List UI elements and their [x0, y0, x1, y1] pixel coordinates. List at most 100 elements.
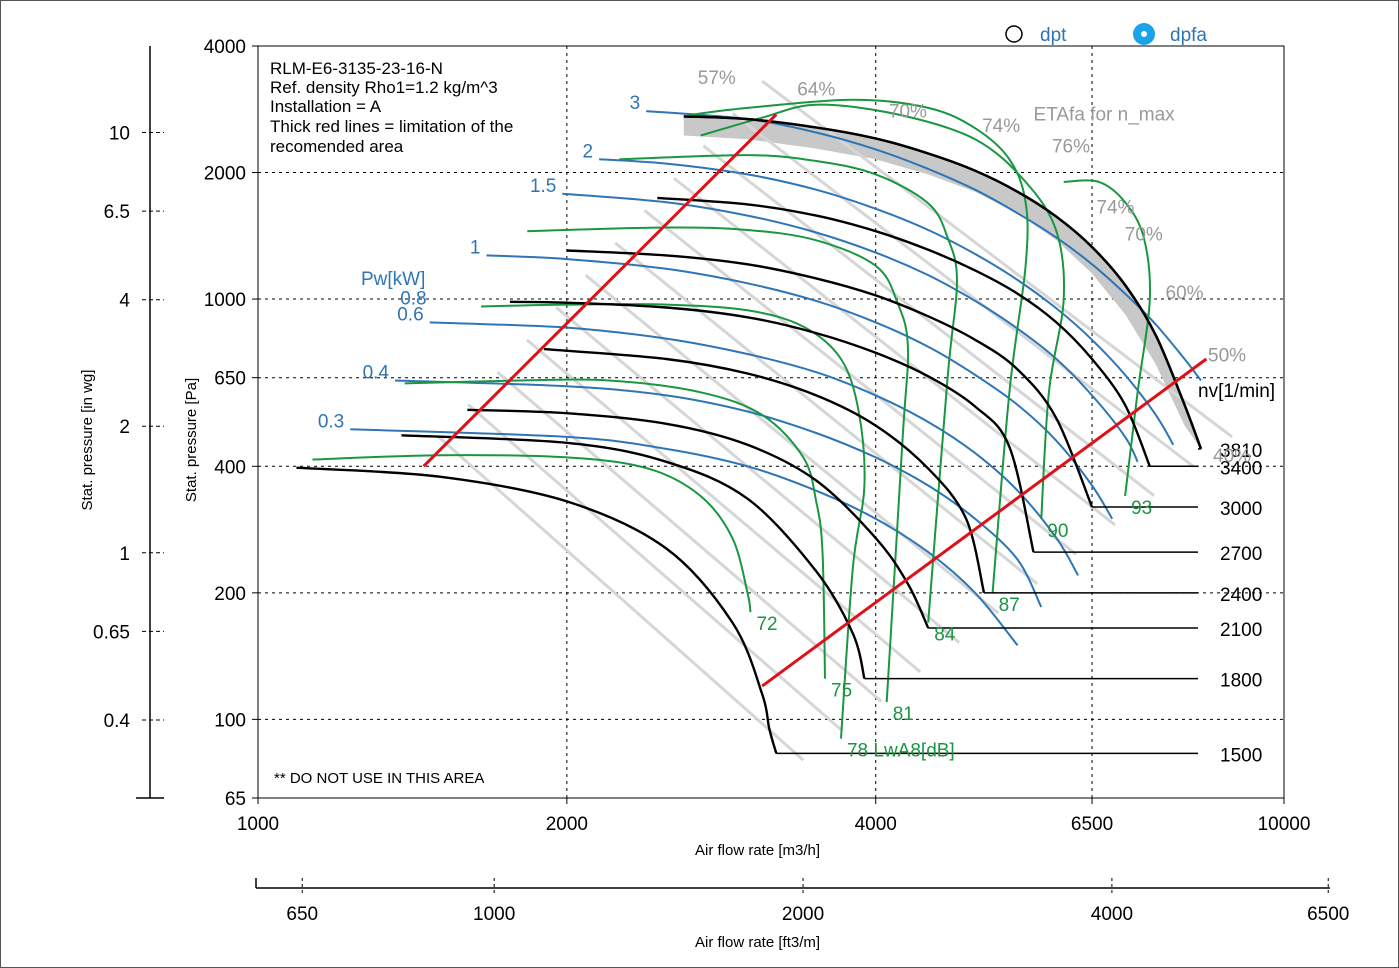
efficiency-label: 74% [1096, 197, 1134, 218]
power-line-label: 0.6 [397, 304, 423, 325]
efficiency-label: 76% [1052, 137, 1090, 158]
axes: 1000 2000 4000 6500 10000 65 100 200 400 650 1000 2… [93, 37, 1349, 925]
speed-curve [296, 466, 778, 754]
speed-curves [296, 115, 1203, 755]
legend-dpfa-label: dpfa [1170, 25, 1207, 46]
legend-dpt-label: dpt [1040, 25, 1067, 46]
speed-curve-label: 3000 [1220, 499, 1262, 520]
x-tick-label: 6500 [1071, 814, 1113, 835]
speed-curve-label: 1800 [1220, 671, 1262, 692]
speed-curve-label: 3810 [1220, 441, 1262, 462]
max-speed-envelope [683, 115, 1203, 450]
y-tick-label: 2000 [204, 164, 246, 185]
speed-curve-label: 3400 [1220, 458, 1262, 479]
sound-curve [700, 103, 1066, 519]
x-axis-label: Air flow rate [m3/h] [695, 842, 820, 859]
sound-curve-label: 90 [1047, 521, 1068, 542]
y2-tick-label: 10 [109, 123, 130, 144]
y-tick-label: 100 [214, 710, 246, 731]
efficiency-label: 70% [889, 102, 927, 123]
note-recommended: recomended area [270, 137, 404, 156]
speed-curve-label: 2100 [1220, 620, 1262, 641]
efficiency-label: 60% [1166, 283, 1204, 304]
system-line [467, 403, 844, 732]
y-axis-label: Stat. pressure [Pa] [183, 378, 200, 502]
system-line [643, 209, 1078, 556]
sound-curve-label: 72 [756, 614, 777, 635]
warning-text: ** DO NOT USE IN THIS AREA [274, 770, 484, 787]
note-model: RLM-E6-3135-23-16-N [270, 59, 443, 78]
power-line-label: 3 [630, 93, 641, 114]
power-line [486, 254, 1114, 520]
power-line-label: 1.5 [530, 176, 556, 197]
sound-curve [527, 226, 910, 703]
speed-curve [509, 300, 1035, 553]
power-line [562, 192, 1139, 463]
y2-tick-label: 4 [119, 291, 130, 312]
sound-curve [688, 98, 1029, 593]
speed-curve [657, 196, 1151, 467]
x2-tick-label: 650 [286, 904, 318, 925]
speed-curve-label: 2400 [1220, 585, 1262, 606]
power-lines [350, 110, 1202, 647]
y-tick-label: 400 [214, 457, 246, 478]
note-installation: Installation = A [270, 97, 382, 116]
legend-dpt-marker [1005, 25, 1023, 43]
efficiency-label: 50% [1208, 346, 1246, 367]
power-line-label: 0.4 [363, 363, 390, 384]
system-line [555, 306, 961, 644]
note-limits: Thick red lines = limitation of the [270, 117, 513, 136]
limit-line [422, 113, 778, 468]
power-line [350, 428, 1019, 647]
y2-tick-label: 6.5 [104, 202, 130, 223]
power-line [646, 110, 1202, 382]
power-axis-label: Pw[kW] [361, 269, 425, 290]
legend: dpt dpfa [1005, 23, 1207, 46]
speed-curve [543, 347, 986, 594]
x2-tick-label: 1000 [473, 904, 515, 925]
speed-unit-label: nv[1/min] [1198, 381, 1275, 402]
limit-line [761, 357, 1208, 688]
x-tick-label: 1000 [237, 814, 279, 835]
y-tick-label: 4000 [204, 37, 246, 58]
efficiency-label: 74% [982, 116, 1020, 137]
speed-curve [566, 249, 1094, 508]
speed-curve-label: 2700 [1220, 544, 1262, 565]
x2-tick-label: 2000 [782, 904, 824, 925]
power-line-label: 0.3 [318, 411, 344, 432]
power-line [394, 379, 1043, 608]
system-line [437, 435, 805, 762]
system-line [761, 79, 1233, 439]
efficiency-label: 40% [1213, 446, 1251, 467]
x2-axis-label: Air flow rate [ft3/m] [695, 934, 820, 951]
sound-curve-label: 75 [831, 681, 852, 702]
sound-curve [404, 378, 826, 679]
sound-curve [619, 154, 959, 623]
y2-tick-label: 2 [119, 417, 130, 438]
speed-curve [467, 408, 930, 629]
power-line [599, 158, 1175, 446]
x-tick-label: 2000 [546, 814, 588, 835]
y2-tick-label: 0.65 [93, 622, 130, 643]
power-line-label: 0.8 [400, 289, 426, 310]
power-line-label: 2 [583, 141, 594, 162]
x2-tick-label: 4000 [1091, 904, 1133, 925]
sound-curve [312, 454, 752, 613]
limit-lines [422, 113, 1208, 688]
note-density: Ref. density Rho1=1.2 kg/m^3 [270, 78, 498, 97]
sound-curve-label: 84 [934, 625, 956, 646]
y-tick-label: 650 [214, 369, 246, 390]
efficiency-label: 57% [698, 68, 736, 89]
x2-tick-label: 6500 [1307, 904, 1349, 925]
y-tick-label: 65 [225, 789, 246, 810]
efficiency-title: ETAfa for n_max [1034, 104, 1176, 125]
power-line-label: 1 [470, 237, 481, 258]
sound-curve [1063, 179, 1152, 497]
y2-tick-label: 1 [119, 544, 130, 565]
system-line [584, 274, 1000, 615]
y2-axis-label: Stat. pressure [in wg] [79, 370, 96, 511]
y2-tick-label: 0.4 [104, 711, 131, 732]
sound-curve-label: 81 [893, 704, 914, 725]
